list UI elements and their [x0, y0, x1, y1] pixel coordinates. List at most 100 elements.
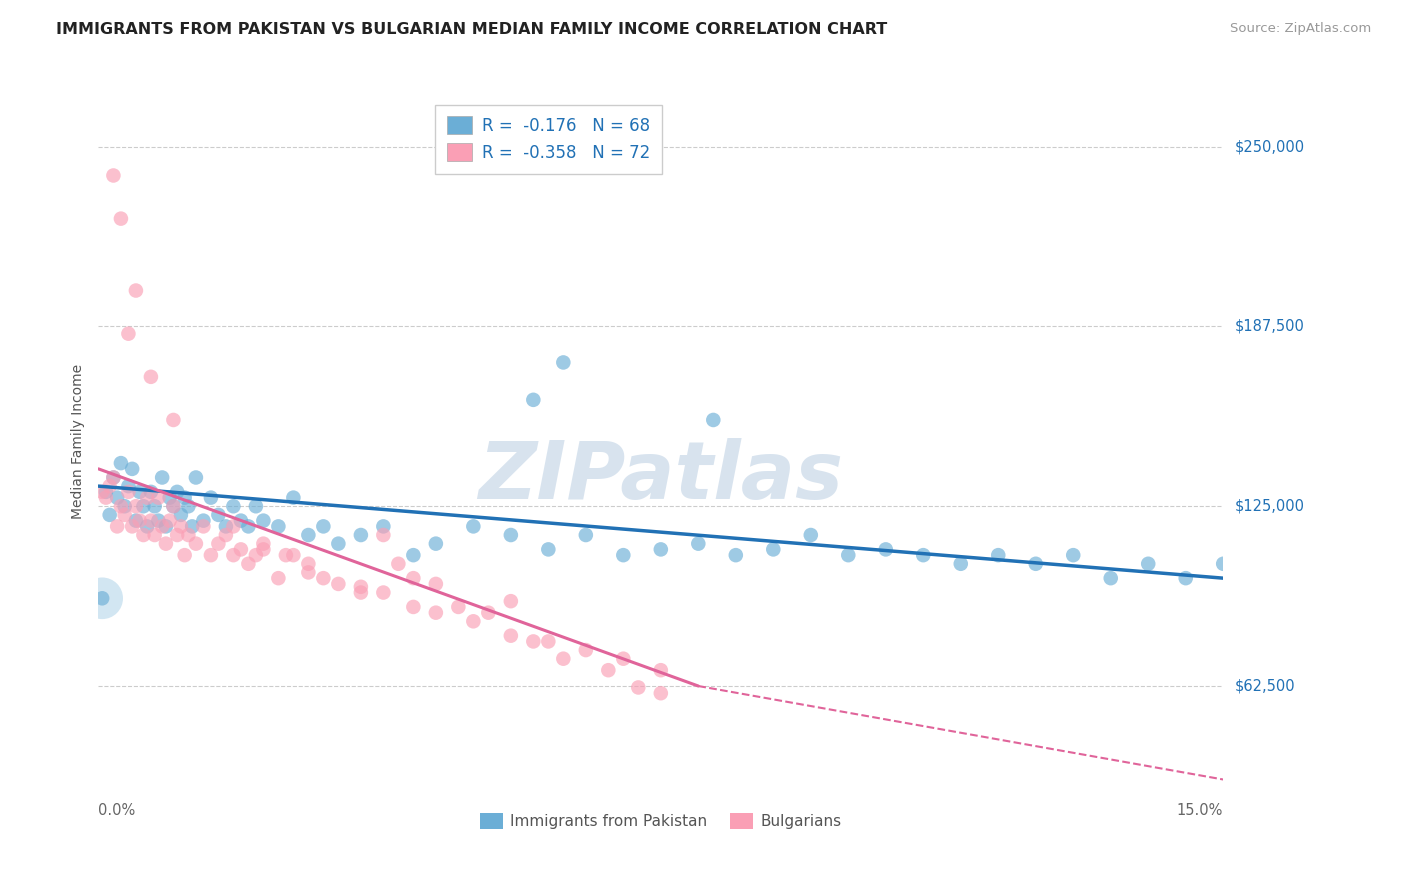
Point: [125, 500, 148, 514]
Point: [252, 514, 274, 528]
Point: [274, 548, 297, 562]
Point: [91, 591, 114, 606]
Point: [125, 514, 148, 528]
Text: $62,500: $62,500: [1234, 679, 1295, 693]
Point: [148, 491, 170, 505]
Point: [177, 528, 200, 542]
Point: [598, 663, 620, 677]
Point: [110, 211, 132, 226]
Point: [173, 491, 195, 505]
Point: [177, 500, 200, 514]
Point: [114, 508, 136, 522]
Point: [1099, 571, 1122, 585]
Point: [98, 508, 121, 522]
Point: [387, 557, 409, 571]
Point: [181, 519, 204, 533]
Point: [94, 484, 117, 499]
Point: [402, 571, 425, 585]
Point: [373, 528, 395, 542]
Text: Source: ZipAtlas.com: Source: ZipAtlas.com: [1230, 22, 1371, 36]
Point: [425, 536, 447, 550]
Point: [650, 542, 672, 557]
Text: 0.0%: 0.0%: [98, 803, 135, 817]
Point: [200, 491, 222, 505]
Point: [143, 528, 166, 542]
Point: [312, 571, 335, 585]
Point: [650, 686, 672, 700]
Point: [463, 519, 485, 533]
Point: [447, 599, 470, 614]
Point: [252, 536, 274, 550]
Point: [193, 514, 215, 528]
Point: [121, 462, 143, 476]
Point: [522, 634, 544, 648]
Point: [222, 548, 245, 562]
Point: [499, 629, 522, 643]
Point: [499, 528, 522, 542]
Point: [159, 491, 181, 505]
Point: [875, 542, 897, 557]
Point: [125, 284, 148, 298]
Point: [229, 542, 252, 557]
Point: [499, 594, 522, 608]
Point: [328, 536, 350, 550]
Point: [184, 470, 207, 484]
Point: [215, 528, 238, 542]
Point: [110, 500, 132, 514]
Point: [297, 566, 319, 580]
Point: [139, 484, 162, 499]
Point: [139, 514, 162, 528]
Point: [173, 548, 195, 562]
Point: [283, 548, 305, 562]
Point: [477, 606, 499, 620]
Point: [159, 514, 181, 528]
Point: [553, 651, 575, 665]
Point: [222, 519, 245, 533]
Point: [222, 500, 245, 514]
Point: [402, 548, 425, 562]
Point: [207, 536, 229, 550]
Point: [136, 519, 159, 533]
Text: $187,500: $187,500: [1234, 319, 1305, 334]
Point: [627, 681, 650, 695]
Point: [143, 500, 166, 514]
Point: [166, 484, 188, 499]
Point: [553, 355, 575, 369]
Text: $125,000: $125,000: [1234, 499, 1305, 514]
Point: [238, 519, 260, 533]
Point: [132, 500, 155, 514]
Point: [184, 536, 207, 550]
Point: [350, 528, 373, 542]
Point: [252, 542, 274, 557]
Point: [103, 169, 125, 183]
Point: [688, 536, 710, 550]
Point: [724, 548, 747, 562]
Point: [91, 591, 114, 606]
Point: [207, 508, 229, 522]
Point: [1025, 557, 1047, 571]
Text: 15.0%: 15.0%: [1177, 803, 1223, 817]
Point: [98, 479, 121, 493]
Point: [267, 519, 290, 533]
Point: [537, 542, 560, 557]
Point: [575, 643, 598, 657]
Point: [650, 663, 672, 677]
Point: [297, 528, 319, 542]
Point: [312, 519, 335, 533]
Point: [612, 651, 634, 665]
Point: [229, 514, 252, 528]
Point: [425, 577, 447, 591]
Point: [1062, 548, 1084, 562]
Point: [912, 548, 935, 562]
Point: [537, 634, 560, 648]
Point: [402, 599, 425, 614]
Point: [245, 500, 267, 514]
Point: [162, 500, 184, 514]
Point: [350, 580, 373, 594]
Point: [238, 557, 260, 571]
Point: [215, 519, 238, 533]
Point: [702, 413, 724, 427]
Point: [103, 470, 125, 484]
Point: [283, 491, 305, 505]
Legend: Immigrants from Pakistan, Bulgarians: Immigrants from Pakistan, Bulgarians: [474, 807, 848, 836]
